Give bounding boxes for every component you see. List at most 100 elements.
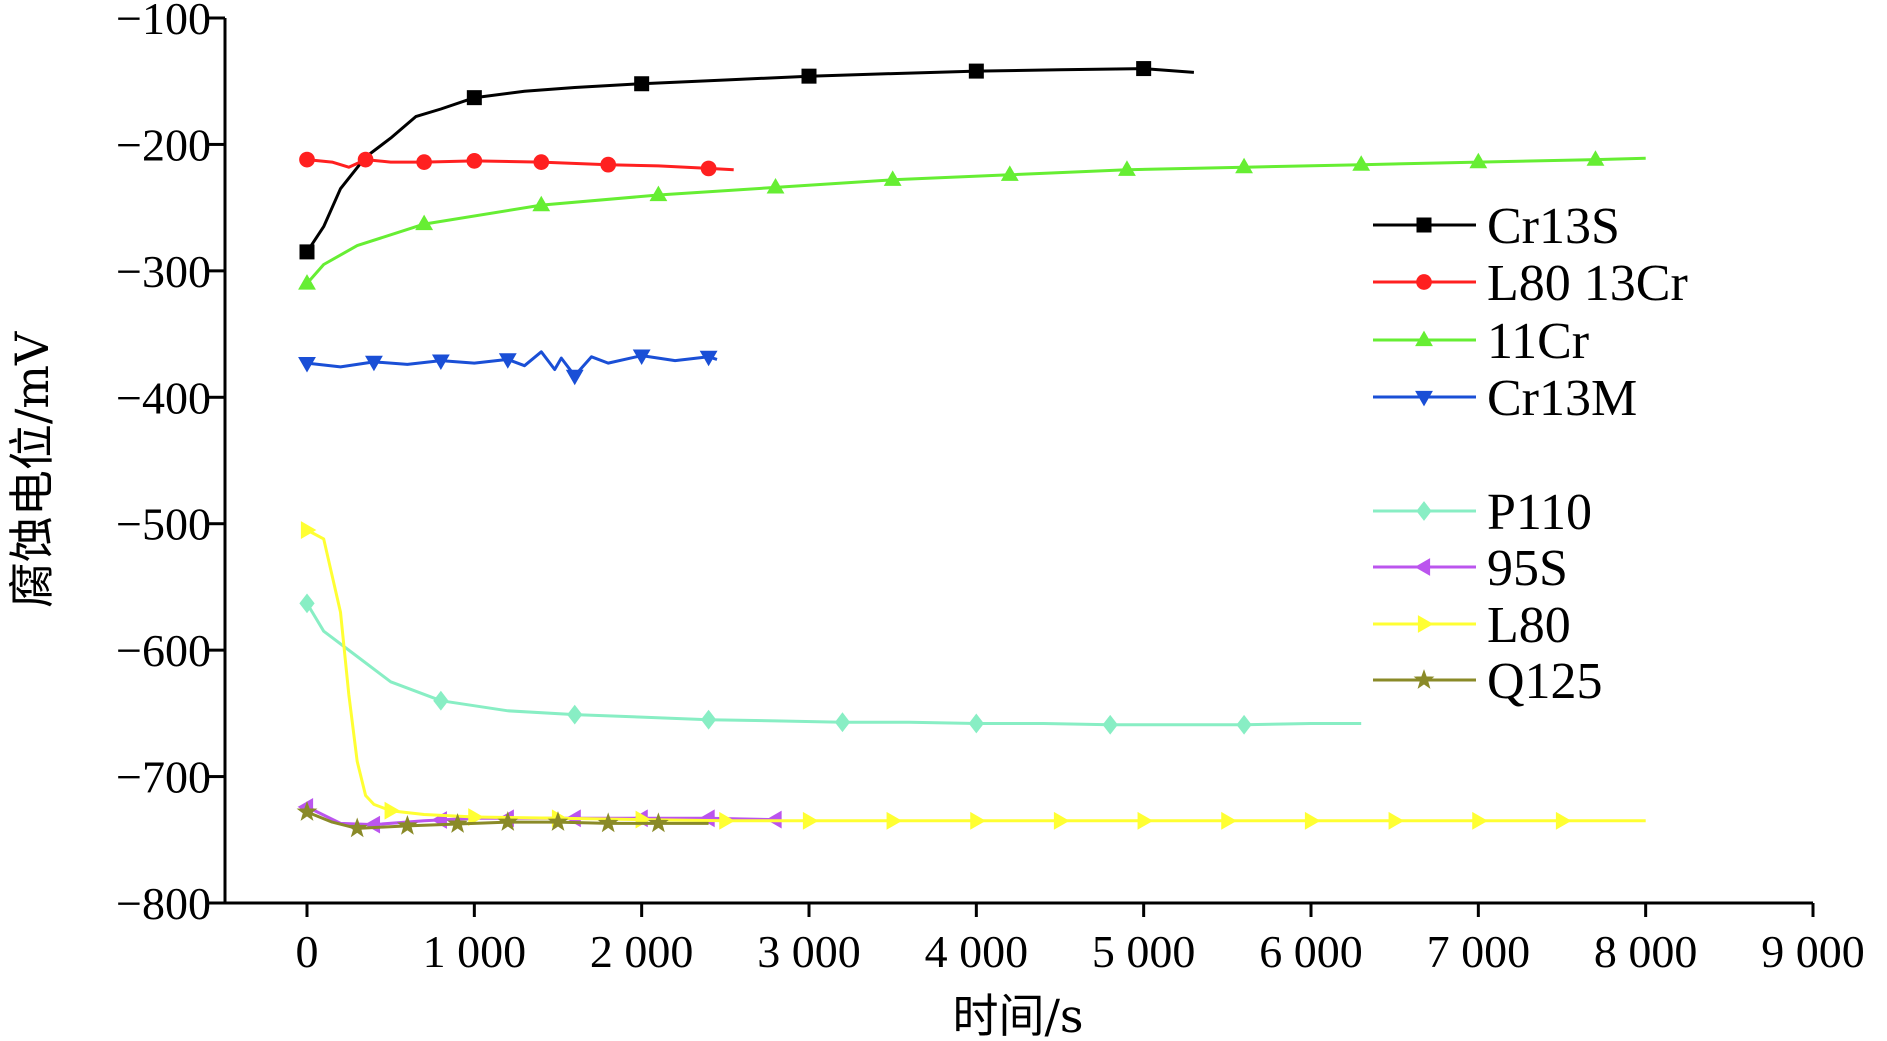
data-point-l80-13cr — [533, 154, 550, 170]
legend-item-l80-13cr: L80 13Cr — [1373, 255, 1688, 312]
series-line-cr13m — [306, 350, 718, 378]
legend-marker — [1415, 390, 1433, 407]
data-point-q125 — [647, 812, 669, 833]
y-tick-label: −400 — [116, 372, 211, 423]
x-tick-label: 1 000 — [423, 926, 527, 977]
data-point-cr13s — [299, 244, 315, 260]
series-line-l80-13cr — [306, 158, 734, 172]
data-point-11cr — [1118, 160, 1136, 176]
y-tick-label: −500 — [116, 499, 211, 550]
data-point-cr13s — [968, 63, 984, 79]
x-tick-label: 9 000 — [1761, 926, 1865, 977]
data-point-cr13s — [801, 68, 817, 84]
data-point-cr13m — [565, 369, 584, 386]
axes: −100 −200 −300 −400 −500 −600 −700 −800 0 1 000 2… — [116, 0, 1865, 977]
data-point-11cr — [415, 214, 434, 231]
legend-item-l80: L80 — [1373, 597, 1571, 654]
x-tick-label: 8 000 — [1594, 926, 1698, 977]
legend-label: Q125 — [1487, 653, 1603, 710]
data-point-l80-13cr — [357, 151, 374, 168]
x-tick-label: 6 000 — [1259, 926, 1363, 977]
legend-label: Cr13M — [1487, 370, 1637, 427]
data-point-l80-13cr — [466, 153, 483, 169]
legend-item-95s: 95S — [1373, 540, 1568, 597]
data-point-11cr — [649, 185, 668, 202]
data-point-l80 — [719, 811, 735, 830]
data-point-q125 — [346, 817, 368, 838]
legend-item-p110: P110 — [1373, 484, 1592, 541]
legend-marker — [1415, 330, 1433, 347]
data-point-l80 — [886, 811, 903, 830]
data-point-p110 — [1236, 714, 1252, 735]
legend-item-cr13s: Cr13S — [1373, 198, 1620, 255]
data-point-cr13m — [699, 350, 718, 367]
data-point-l80-13cr — [600, 156, 617, 173]
data-point-l80 — [970, 811, 986, 830]
y-tick-label: −300 — [116, 246, 211, 297]
data-point-p110 — [700, 709, 717, 730]
data-point-11cr — [1000, 165, 1019, 181]
x-tick-label: 5 000 — [1092, 926, 1196, 977]
data-point-11cr — [298, 274, 316, 290]
data-point-q125 — [597, 812, 619, 833]
y-ticks: −100 −200 −300 −400 −500 −600 −700 −800 — [116, 0, 225, 929]
series-cr13m — [298, 349, 718, 386]
legend-item-q125: Q125 — [1373, 653, 1603, 710]
legend-label: L80 13Cr — [1487, 255, 1688, 312]
legend-label: 11Cr — [1487, 313, 1589, 370]
data-point-l80 — [1053, 811, 1070, 830]
data-point-l80-13cr — [299, 151, 315, 168]
data-point-l80-13cr — [416, 154, 432, 170]
legend-item-cr13m: Cr13M — [1373, 370, 1637, 427]
data-point-cr13s — [634, 76, 650, 92]
series-layer — [296, 61, 1646, 838]
data-point-p110 — [567, 704, 583, 725]
x-tick-label: 0 — [296, 926, 319, 977]
data-point-cr13s — [466, 90, 482, 106]
data-point-11cr — [766, 178, 785, 194]
series-l80-13cr — [299, 151, 734, 177]
data-point-cr13s — [1136, 61, 1152, 77]
x-ticks: 0 1 000 2 000 3 000 4 000 5 000 6 000 7 000 8 00… — [296, 903, 1865, 977]
series-p110 — [299, 593, 1362, 735]
data-point-l80 — [1221, 811, 1237, 830]
series-q125 — [296, 801, 709, 838]
series-line-l80 — [306, 528, 1646, 823]
data-point-p110 — [433, 690, 449, 711]
y-axis-title: 腐蚀电位/mV — [5, 331, 59, 608]
legend-label: Cr13S — [1487, 198, 1620, 255]
y-tick-label: −200 — [116, 119, 211, 170]
data-point-l80 — [802, 811, 819, 830]
x-tick-label: 3 000 — [757, 926, 861, 977]
data-point-l80 — [468, 808, 484, 826]
data-point-11cr — [532, 195, 551, 212]
data-point-cr13m — [498, 353, 517, 369]
data-point-l80 — [300, 521, 317, 539]
data-point-cr13m — [298, 357, 316, 373]
series-11cr — [298, 150, 1646, 290]
data-point-p110 — [1102, 714, 1118, 735]
legend-item-11cr: 11Cr — [1373, 313, 1589, 370]
data-point-cr13m — [632, 349, 651, 365]
data-point-q125 — [547, 811, 569, 831]
legend-marker — [1416, 501, 1432, 521]
data-point-11cr — [1352, 155, 1371, 171]
series-cr13s — [299, 61, 1195, 260]
data-point-l80-13cr — [700, 160, 717, 177]
data-point-cr13m — [431, 354, 450, 371]
data-point-11cr — [1469, 152, 1488, 169]
y-tick-label: −600 — [116, 625, 211, 676]
data-point-11cr — [1586, 150, 1605, 166]
data-point-l80 — [1472, 811, 1488, 830]
data-point-11cr — [1235, 157, 1253, 174]
y-tick-label: −700 — [116, 752, 211, 803]
legend-marker — [1413, 669, 1435, 689]
legend-label: 95S — [1487, 540, 1568, 597]
legend-marker — [1416, 274, 1432, 290]
data-point-l80 — [1304, 811, 1321, 830]
data-point-95s — [364, 815, 381, 834]
legend-label: P110 — [1487, 484, 1592, 541]
legend-marker — [1417, 615, 1434, 633]
